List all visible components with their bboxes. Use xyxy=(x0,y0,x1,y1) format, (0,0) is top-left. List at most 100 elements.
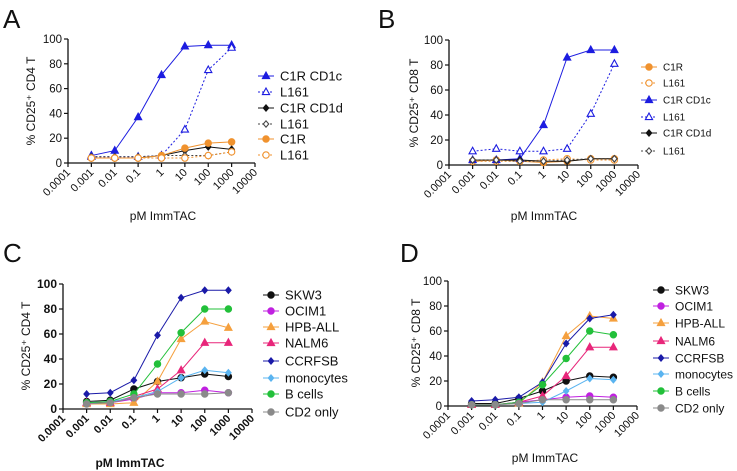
legend-marker xyxy=(267,291,275,299)
y-axis-title: % CD25⁺ CD4 T xyxy=(24,56,38,145)
data-point xyxy=(515,399,523,408)
y-tick-label: 100 xyxy=(37,277,57,291)
y-axis-title: % CD25⁺ CD8 T xyxy=(409,298,423,387)
legend-marker xyxy=(261,70,271,80)
data-point xyxy=(204,151,213,160)
y-tick-label: 80 xyxy=(44,302,58,316)
x-tick-label: 0.1 xyxy=(124,167,143,186)
data-point xyxy=(223,322,233,331)
legend-marker xyxy=(656,335,666,345)
data-point xyxy=(201,390,209,398)
y-tick-label: 20 xyxy=(44,377,58,391)
legend-marker xyxy=(267,356,275,366)
x-tick-label: 10 xyxy=(554,410,571,427)
legend-item: C1R CD1d xyxy=(258,101,343,116)
legend-label: L161 xyxy=(280,85,309,100)
y-tick-label: 60 xyxy=(49,84,62,96)
legend-item: C1R CD1c xyxy=(258,69,343,84)
legend-item: L161 xyxy=(641,111,686,124)
x-tick-label: 100 xyxy=(192,167,213,188)
data-point xyxy=(177,373,185,382)
y-tick-label: 20 xyxy=(49,133,62,145)
y-tick-label: 40 xyxy=(49,108,62,120)
data-point xyxy=(585,395,594,404)
legend-marker xyxy=(267,307,275,315)
data-point xyxy=(563,155,571,165)
data-point xyxy=(203,40,213,49)
y-tick-label: 40 xyxy=(44,352,58,366)
data-point xyxy=(201,366,209,375)
legend-label: L161 xyxy=(663,113,686,124)
series-line xyxy=(472,49,615,161)
data-point xyxy=(153,390,162,398)
x-tick-label: 10000 xyxy=(613,169,643,199)
data-point xyxy=(106,388,114,397)
legend-label: C1R CD1c xyxy=(280,69,343,84)
legend-marker xyxy=(657,286,665,294)
legend-label: SKW3 xyxy=(285,288,322,303)
series-c1r-cd1c xyxy=(468,44,619,164)
legend-item: C1R CD1d xyxy=(641,129,711,140)
legend-label: CD2 only xyxy=(675,401,724,415)
data-point xyxy=(562,143,572,152)
data-point xyxy=(562,339,570,348)
legend-label: B cells xyxy=(285,387,324,402)
data-point xyxy=(223,337,233,346)
x-tick-label: 0.1 xyxy=(505,410,524,429)
legend-marker xyxy=(657,404,665,412)
legend-item: B cells xyxy=(263,387,324,402)
data-point xyxy=(609,375,617,384)
data-point xyxy=(562,395,570,404)
series-cd2-only xyxy=(82,388,233,408)
data-point xyxy=(586,374,594,383)
data-point xyxy=(515,146,525,155)
x-tick-label: 0.001 xyxy=(69,167,97,195)
legend-item: monocytes xyxy=(653,367,733,381)
x-tick-label: 0.01 xyxy=(96,167,120,191)
data-point xyxy=(468,146,478,155)
y-tick-label: 80 xyxy=(430,60,443,72)
x-tick-label: 0.01 xyxy=(92,413,116,437)
legend-marker xyxy=(267,390,275,398)
x-axis-title: pM ImmTAC xyxy=(130,209,197,223)
data-point xyxy=(204,139,213,147)
series-line xyxy=(91,44,232,157)
panel-letter: A xyxy=(3,4,21,34)
legend-item: OCIM1 xyxy=(653,299,713,313)
data-point xyxy=(538,395,547,404)
data-point xyxy=(154,331,161,340)
data-point xyxy=(227,138,236,146)
data-point xyxy=(562,52,572,61)
data-point xyxy=(177,328,185,337)
data-point xyxy=(561,370,571,380)
x-tick-label: 0.01 xyxy=(478,169,502,193)
legend-label: OCIM1 xyxy=(675,299,713,313)
data-point xyxy=(224,388,233,397)
legend-label: HPB-ALL xyxy=(675,316,725,330)
series-c1r-cd1c xyxy=(86,40,237,159)
data-point xyxy=(156,69,167,79)
x-tick-label: 100 xyxy=(574,169,595,190)
x-axis-title: pM ImmTAC xyxy=(511,209,578,223)
data-point xyxy=(134,154,142,162)
legend-item: CCRFSB xyxy=(653,351,724,365)
data-point xyxy=(491,400,499,409)
data-point xyxy=(227,148,236,156)
x-tick-label: 100 xyxy=(188,413,209,434)
series-ccrfsb xyxy=(83,286,232,399)
x-tick-label: 0.001 xyxy=(449,410,477,438)
data-point xyxy=(177,390,185,398)
legend-item: HPB-ALL xyxy=(653,316,725,330)
legend-item: CD2 only xyxy=(263,405,339,420)
data-point xyxy=(609,58,619,67)
legend-item: C1R CD1c xyxy=(641,94,711,107)
legend-item: NALM6 xyxy=(263,336,328,351)
x-tick-label: 0.01 xyxy=(477,410,501,434)
data-point xyxy=(224,305,233,313)
legend-label: C1R xyxy=(280,132,306,147)
data-point xyxy=(586,44,596,54)
legend-item: L161 xyxy=(641,147,686,158)
x-axis-title: pM ImmTAC xyxy=(95,456,164,470)
